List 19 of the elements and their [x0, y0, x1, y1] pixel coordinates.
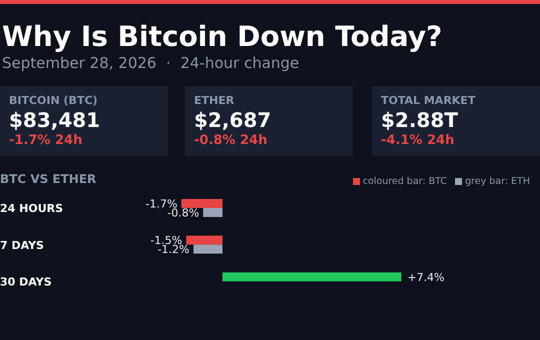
y-tick-label: 30 DAYS [0, 276, 52, 289]
text: TOTAL MARKET [381, 94, 476, 107]
text: $2.88T [381, 108, 458, 132]
text: -0.8% 24h [194, 133, 268, 148]
text: $2,687 [194, 108, 272, 132]
legend-label: grey bar: ETH [464, 176, 530, 187]
text: -1.7% 24h [9, 133, 82, 148]
text: BTC VS ETHER [0, 172, 96, 186]
text: $83,481 [9, 108, 100, 132]
text: September 28, 2026 · 24-hour change [2, 54, 300, 72]
text: Why Is Bitcoin Down Today? [2, 20, 442, 53]
y-tick-label: 24 HOURS [0, 202, 64, 216]
data-label: +7.4% [407, 270, 445, 284]
legend-label: coloured bar: BTC [362, 176, 448, 187]
text: ETHER [194, 94, 234, 107]
data-label: -0.8% [167, 206, 200, 220]
y-tick-label: 7 DAYS [0, 238, 44, 252]
text: BITCOIN (BTC) [9, 94, 98, 107]
text: -4.1% 24h [381, 133, 454, 148]
